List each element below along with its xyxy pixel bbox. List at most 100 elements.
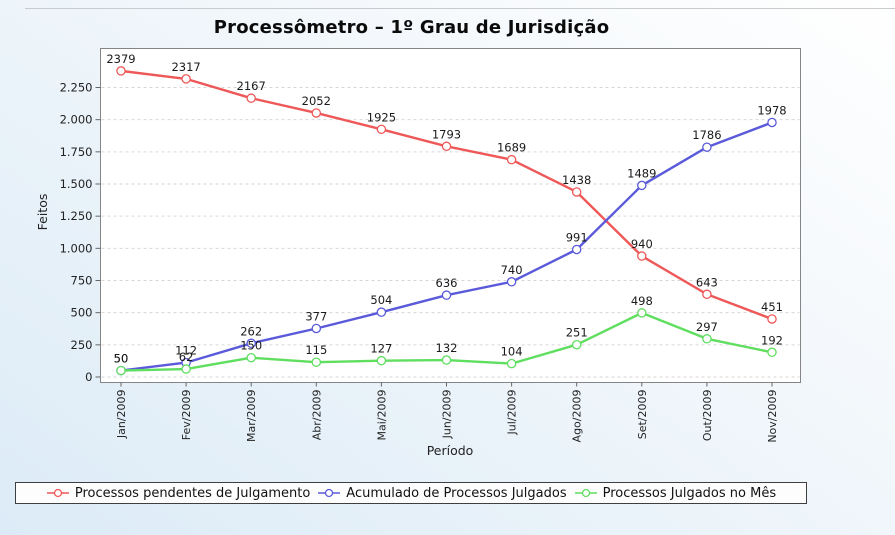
value-label: 1689 [497, 141, 526, 155]
value-label: 2317 [171, 60, 200, 74]
value-label: 262 [240, 324, 262, 338]
data-point [767, 117, 777, 128]
value-label: 50 [114, 352, 129, 366]
x-tick-label: Out/2009 [701, 390, 714, 442]
value-label: 112 [175, 344, 197, 358]
data-point [311, 323, 322, 334]
value-label: 62 [179, 350, 194, 364]
value-label: 991 [566, 230, 588, 244]
y-tick-label: 1.500 [60, 177, 93, 191]
value-label: 1793 [432, 127, 461, 141]
series-line-0 [116, 66, 777, 324]
series-line-2 [116, 308, 777, 376]
line-marker-icon [574, 488, 597, 498]
legend-label: Processos Julgados no Mês [602, 485, 777, 501]
y-tick-label: 2.000 [60, 113, 93, 127]
value-label: 504 [370, 293, 392, 307]
value-label: 1489 [627, 166, 656, 180]
data-point [376, 355, 387, 366]
data-point [767, 347, 777, 358]
data-point [571, 187, 582, 197]
line-marker-icon [318, 488, 341, 498]
data-point [246, 93, 256, 103]
x-tick-label: Mai/2009 [375, 390, 388, 441]
chart-title: Processômetro – 1º Grau de Jurisdição [213, 17, 610, 38]
value-label: 1978 [757, 103, 786, 117]
value-label: 192 [761, 333, 783, 347]
legend-item-acumulado: Acumulado de Processos Julgados [317, 485, 567, 501]
data-point [571, 244, 582, 255]
legend-item-mes: Processos Julgados no Mês [574, 485, 777, 501]
data-point [637, 308, 647, 318]
value-label: 498 [631, 294, 653, 308]
x-tick-label: Fev/2009 [180, 389, 193, 440]
value-label: 104 [501, 345, 523, 359]
data-point [376, 307, 387, 317]
x-tick-label: Jun/2009 [441, 390, 454, 440]
data-point [311, 357, 322, 367]
data-point [376, 124, 387, 135]
x-tick-label: Abr/2009 [310, 390, 323, 441]
data-point [246, 338, 256, 349]
value-label: 127 [370, 342, 392, 356]
data-point [441, 355, 452, 365]
x-axis-title: Período [426, 443, 474, 458]
value-label: 50 [114, 352, 129, 366]
value-label: 251 [566, 326, 588, 340]
y-axis-title: Feitos [35, 193, 50, 231]
data-point [116, 66, 126, 76]
data-point [441, 290, 452, 300]
line-marker-icon [46, 488, 69, 498]
value-label: 377 [305, 309, 327, 323]
value-label: 1925 [367, 110, 396, 124]
y-tick-label: 750 [71, 274, 93, 288]
value-label: 150 [240, 339, 262, 353]
value-label: 740 [501, 263, 523, 277]
value-labels: 2379 2317 2167 2052 1925 1793 1689 1438 940 643 45… [106, 52, 786, 366]
x-tick-label: Ago/2009 [571, 389, 584, 442]
top-divider [25, 8, 895, 9]
data-point [702, 142, 712, 152]
value-label: 2379 [106, 52, 135, 66]
data-point [506, 358, 517, 369]
y-tick-label: 1.750 [60, 145, 93, 159]
data-point [571, 339, 582, 350]
data-point [116, 365, 126, 376]
data-point [181, 74, 191, 84]
data-point [767, 314, 777, 324]
y-tick-label: 1.000 [60, 241, 93, 255]
data-point [702, 334, 712, 344]
data-point [637, 180, 647, 191]
data-point [181, 364, 191, 374]
value-label: 115 [305, 343, 327, 357]
data-point [637, 251, 647, 261]
x-tick-label: Set/2009 [636, 390, 649, 440]
chart-legend: Processos pendentes de Julgamento Acumul… [15, 482, 807, 504]
value-label: 643 [696, 275, 718, 289]
y-tick-label: 2.250 [60, 81, 93, 95]
legend-item-pendentes: Processos pendentes de Julgamento [46, 486, 310, 501]
value-label: 1438 [562, 173, 591, 187]
value-label: 2167 [237, 79, 266, 93]
x-tick-label: Jul/2009 [506, 390, 519, 436]
x-tick-label: Jan/2009 [115, 390, 128, 440]
data-point [506, 154, 517, 165]
value-label: 1786 [692, 128, 721, 142]
legend-label: Processos pendentes de Julgamento [74, 485, 311, 501]
value-label: 940 [631, 237, 653, 251]
data-point [702, 289, 712, 300]
data-point [506, 277, 517, 287]
data-point [246, 352, 256, 363]
data-point [441, 141, 452, 152]
x-axis: Jan/2009 Fev/2009 Mar/2009 Abr/2009 Mai/2009… [115, 382, 779, 443]
y-tick-label: 1.250 [60, 209, 93, 223]
data-point [311, 108, 322, 118]
value-label: 297 [696, 320, 718, 334]
value-label: 132 [436, 341, 458, 355]
y-tick-label: 0 [85, 370, 92, 384]
value-label: 2052 [302, 94, 331, 108]
plot-area [100, 48, 801, 383]
y-axis: 0 250 500 750 1.000 1.250 1.500 1.750 2.000 2.250 [60, 81, 101, 384]
legend-label: Acumulado de Processos Julgados [346, 485, 567, 501]
